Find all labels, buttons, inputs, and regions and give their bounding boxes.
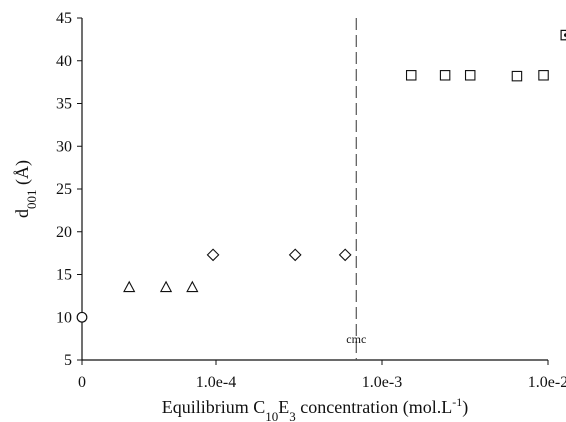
axis-title-part-0: d bbox=[12, 209, 32, 218]
y-tick-label-10: 10 bbox=[56, 309, 72, 326]
y-tick-label-35: 35 bbox=[56, 96, 72, 113]
y-tick-label-45: 45 bbox=[56, 10, 72, 27]
y-tick-label-40: 40 bbox=[56, 53, 72, 70]
x-axis-title: Equilibrium C10E3 concentration (mol.L-1… bbox=[162, 395, 468, 422]
cmc-label: cmc bbox=[346, 332, 366, 346]
point-diamond-2-0 bbox=[206, 248, 220, 262]
axis-title-part-1: 10 bbox=[265, 409, 278, 422]
axis-title-part-1: 001 bbox=[24, 190, 39, 210]
point-square-3-2 bbox=[464, 70, 476, 81]
point-diamond-2-2 bbox=[338, 248, 352, 262]
point-square-3-4 bbox=[538, 70, 549, 81]
point-circle-0-0 bbox=[76, 311, 88, 323]
x-tick-label-0: 0 bbox=[78, 374, 86, 391]
point-square-3-1 bbox=[439, 70, 451, 81]
x-tick-label-2: 1.0e-3 bbox=[362, 374, 402, 391]
y-tick-label-20: 20 bbox=[56, 224, 72, 241]
point-dotted-square-4-0-dot bbox=[563, 33, 566, 37]
point-square-3-3 bbox=[511, 70, 523, 82]
y-tick-label-30: 30 bbox=[56, 138, 72, 155]
y-tick-label-25: 25 bbox=[56, 181, 72, 198]
point-triangle-1-0 bbox=[123, 280, 136, 293]
point-diamond-2-1 bbox=[288, 248, 302, 262]
axis-title-part-2: E bbox=[278, 397, 289, 417]
point-square-3-0 bbox=[405, 70, 417, 81]
axis-title-part-5: -1 bbox=[452, 395, 462, 409]
y-tick-label-15: 15 bbox=[56, 267, 72, 284]
axis-title-part-3: 3 bbox=[289, 409, 296, 422]
point-triangle-1-2 bbox=[186, 280, 199, 293]
point-triangle-1-1 bbox=[159, 280, 173, 293]
axis-title-part-6: ) bbox=[462, 397, 468, 418]
y-axis-title: d001 (Å) bbox=[12, 160, 39, 218]
axis-title-part-0: Equilibrium C bbox=[162, 397, 266, 417]
axis-title-part-2: (Å) bbox=[12, 160, 33, 190]
plot-layer: 5 10 15 20 25 30 35 40 45 0 1.0e-4 1.0e-3 1.0e-2 cmc bbox=[56, 10, 566, 391]
x-tick-label-3: 1.0e-2 bbox=[528, 374, 566, 391]
y-tick-label-5: 5 bbox=[64, 352, 72, 369]
axis-title-part-4: concentration (mol.L bbox=[296, 397, 452, 418]
x-tick-label-1: 1.0e-4 bbox=[196, 374, 236, 391]
